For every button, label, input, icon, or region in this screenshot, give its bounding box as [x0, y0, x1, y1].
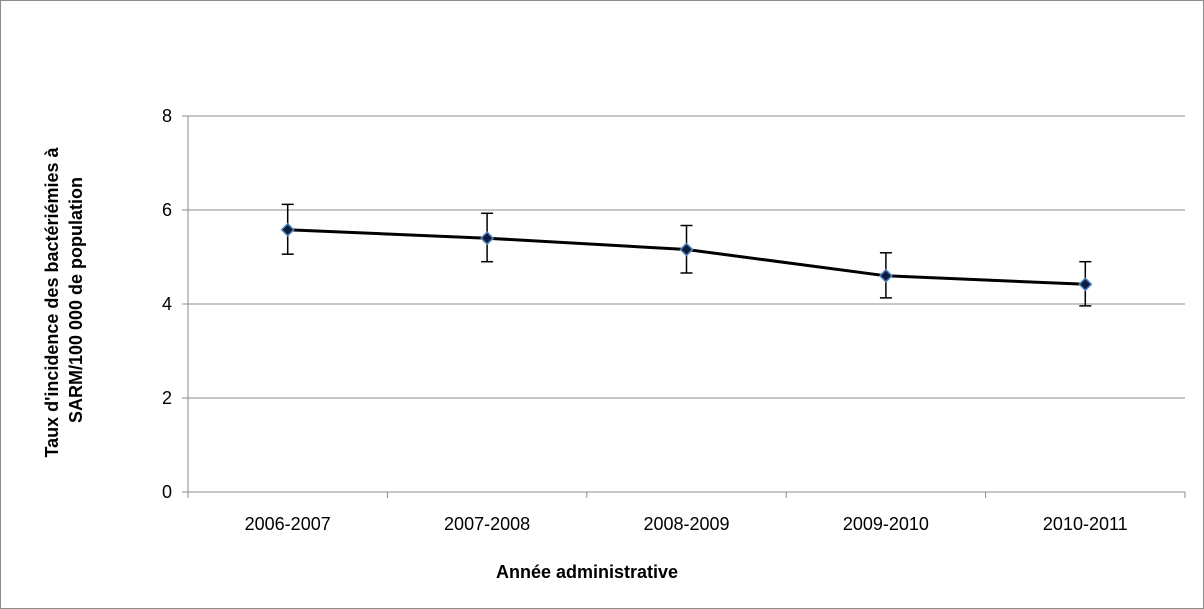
y-axis-title-line-1: Taux d'incidence des bactériémies à [42, 146, 62, 457]
y-tick-labels: 0 2 4 6 8 [162, 106, 172, 502]
x-tick-label: 2010-2011 [1043, 514, 1128, 534]
x-tick-labels: 2006-2007 2007-2008 2008-2009 2009-2010 2010… [245, 514, 1128, 534]
x-tick-label: 2007-2008 [444, 514, 530, 534]
axis-layer [182, 115, 1186, 498]
data-point-marker [1078, 277, 1093, 292]
data-point-marker [280, 222, 295, 237]
x-tick-label: 2006-2007 [245, 514, 331, 534]
data-point-marker [679, 242, 694, 257]
x-tick-label: 2008-2009 [643, 514, 729, 534]
data-point-marker [878, 268, 893, 283]
y-tick-label: 2 [162, 388, 172, 408]
y-tick-label: 0 [162, 482, 172, 502]
series-layer [280, 203, 1093, 307]
x-tick-label: 2009-2010 [843, 514, 929, 534]
y-tick-label: 8 [162, 106, 172, 126]
y-axis-title-line-2: SARM/100 000 de population [66, 177, 86, 423]
x-axis-title: Année administrative [496, 562, 678, 582]
y-tick-label: 6 [162, 200, 172, 220]
data-point-marker [480, 231, 495, 246]
y-axis-title: Taux d'incidence des bactériémies à SARM… [42, 142, 86, 457]
y-tick-label: 4 [162, 294, 172, 314]
grid-layer [188, 115, 1185, 399]
